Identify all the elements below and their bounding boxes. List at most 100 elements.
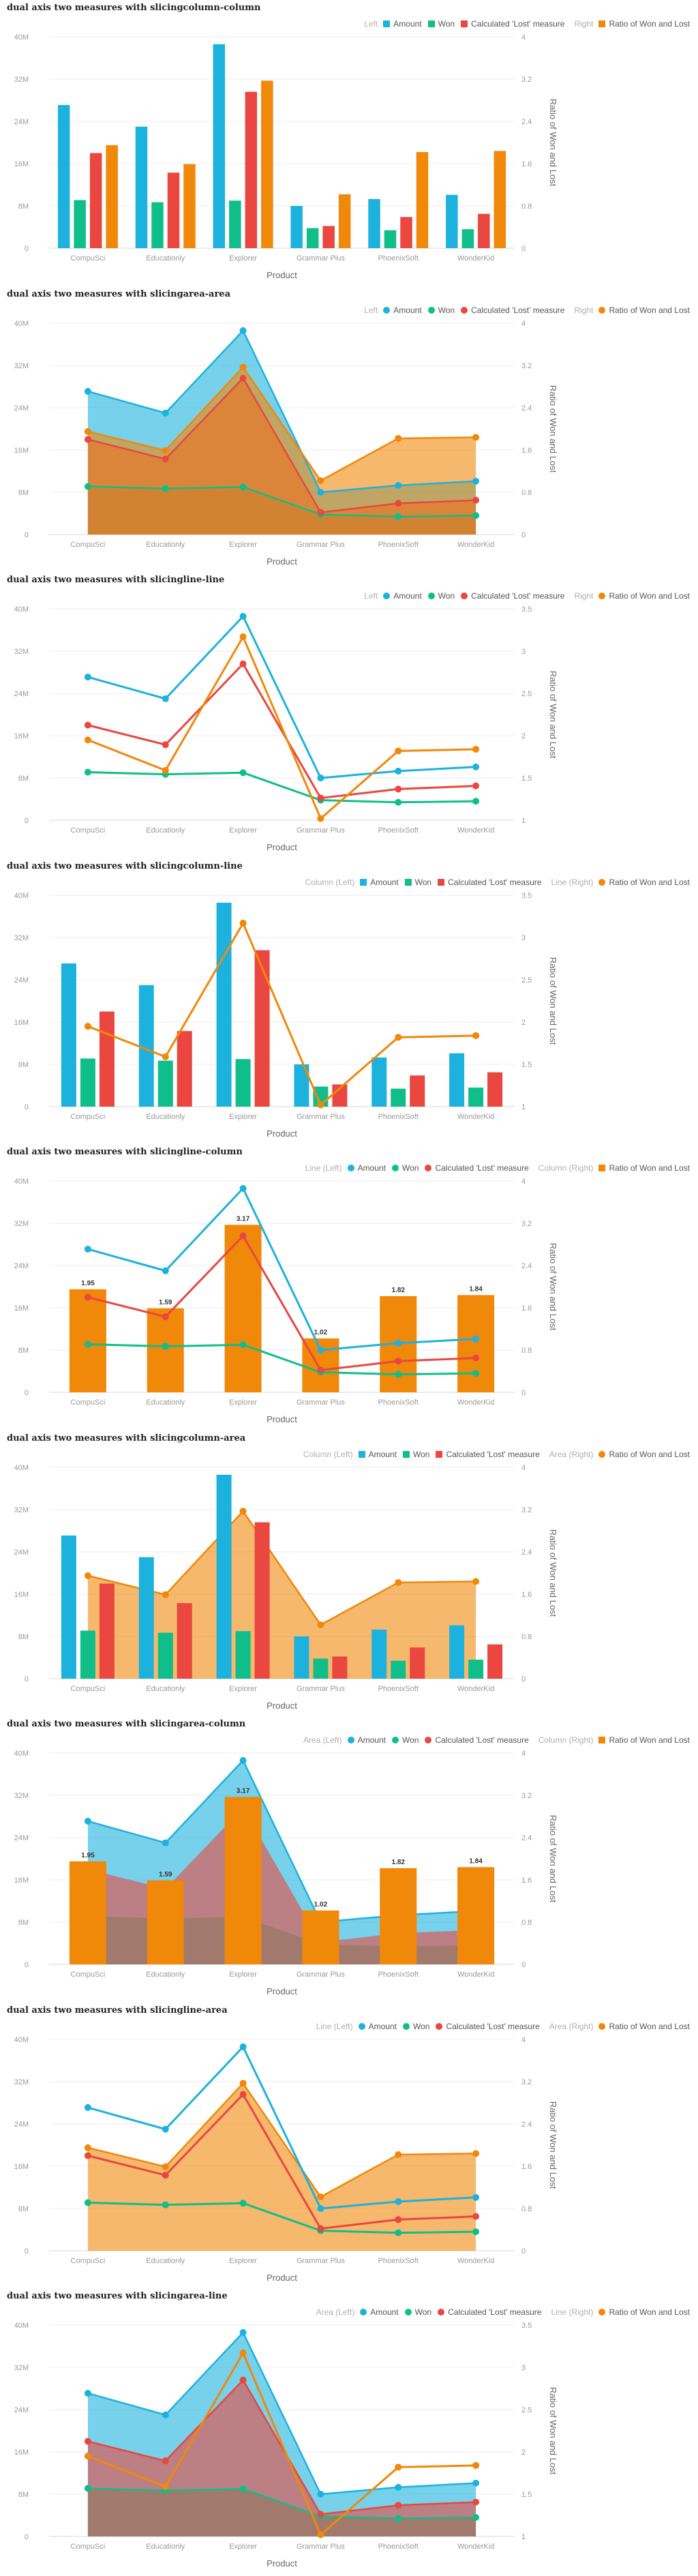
bar-amount[interactable] xyxy=(61,1535,76,1679)
bar-amount[interactable] xyxy=(213,44,226,248)
legend-item-amount[interactable]: Amount xyxy=(383,305,422,315)
line-ratio-of-won-and-lost[interactable] xyxy=(87,920,476,1107)
point-calculated-lost-measure[interactable] xyxy=(317,1366,324,1374)
point-calculated-lost-measure[interactable] xyxy=(317,794,324,802)
bar-amount[interactable] xyxy=(294,1064,309,1107)
legend-item-ratio-of-won-and-lost[interactable]: Ratio of Won and Lost xyxy=(598,2022,690,2031)
legend-item-won[interactable]: Won xyxy=(402,2022,429,2031)
bar-amount[interactable] xyxy=(294,1636,309,1679)
point-amount[interactable] xyxy=(317,2204,324,2212)
point-ratio-of-won-and-lost[interactable] xyxy=(162,1053,169,1060)
point-won[interactable] xyxy=(472,511,480,519)
point-ratio-of-won-and-lost[interactable] xyxy=(239,633,247,640)
legend-item-won[interactable]: Won xyxy=(427,591,455,601)
point-amount[interactable] xyxy=(317,775,324,781)
bar-won[interactable] xyxy=(235,1058,251,1107)
point-amount[interactable] xyxy=(162,2125,169,2133)
legend-item-ratio-of-won-and-lost[interactable]: Ratio of Won and Lost xyxy=(598,591,690,601)
point-won[interactable] xyxy=(395,2229,402,2236)
point-ratio-of-won-and-lost[interactable] xyxy=(317,2531,324,2538)
point-ratio-of-won-and-lost[interactable] xyxy=(395,434,402,442)
bar-won[interactable] xyxy=(461,229,474,248)
bar-won[interactable] xyxy=(391,1088,406,1107)
point-ratio-of-won-and-lost[interactable] xyxy=(239,2349,247,2356)
point-calculated-lost-measure[interactable] xyxy=(395,2502,402,2509)
line-ratio-of-won-and-lost[interactable] xyxy=(87,634,476,821)
point-calculated-lost-measure[interactable] xyxy=(239,1232,247,1240)
legend-item-calculated-lost-measure[interactable]: Calculated 'Lost' measure xyxy=(438,2307,541,2317)
bar-amount[interactable] xyxy=(368,198,380,248)
bar-won[interactable] xyxy=(151,202,164,248)
legend-item-won[interactable]: Won xyxy=(402,1450,429,1459)
point-ratio-of-won-and-lost[interactable] xyxy=(84,1572,91,1579)
legend-item-amount[interactable]: Amount xyxy=(360,2307,399,2317)
legend-item-ratio-of-won-and-lost[interactable]: Ratio of Won and Lost xyxy=(598,305,690,315)
point-calculated-lost-measure[interactable] xyxy=(84,1293,91,1301)
point-ratio-of-won-and-lost[interactable] xyxy=(239,363,247,370)
bar-won[interactable] xyxy=(235,1630,251,1679)
legend-item-ratio-of-won-and-lost[interactable]: Ratio of Won and Lost xyxy=(598,19,690,29)
point-won[interactable] xyxy=(239,1341,247,1349)
bar-ratio-of-won-and-lost[interactable] xyxy=(302,1910,339,1964)
line-won[interactable] xyxy=(87,2487,476,2519)
line-calculated-lost-measure[interactable] xyxy=(87,662,476,800)
bar-amount[interactable] xyxy=(371,1629,387,1679)
point-ratio-of-won-and-lost[interactable] xyxy=(472,2461,480,2469)
bar-calculated-lost-measure[interactable] xyxy=(89,153,102,249)
bar-ratio-of-won-and-lost[interactable] xyxy=(416,151,429,248)
line-ratio-of-won-and-lost[interactable] xyxy=(87,2081,476,2198)
legend-item-calculated-lost-measure[interactable]: Calculated 'Lost' measure xyxy=(461,591,564,601)
point-ratio-of-won-and-lost[interactable] xyxy=(472,1577,480,1585)
point-calculated-lost-measure[interactable] xyxy=(84,2152,91,2159)
point-ratio-of-won-and-lost[interactable] xyxy=(317,815,324,822)
point-ratio-of-won-and-lost[interactable] xyxy=(162,766,169,774)
point-won[interactable] xyxy=(395,1371,402,1378)
point-ratio-of-won-and-lost[interactable] xyxy=(472,745,480,753)
point-won[interactable] xyxy=(162,485,169,492)
legend-item-calculated-lost-measure[interactable]: Calculated 'Lost' measure xyxy=(436,2022,540,2031)
legend-item-won[interactable]: Won xyxy=(404,878,431,887)
line-won[interactable] xyxy=(87,485,476,518)
bar-calculated-lost-measure[interactable] xyxy=(478,213,490,248)
point-won[interactable] xyxy=(239,2199,247,2206)
point-ratio-of-won-and-lost[interactable] xyxy=(162,1591,169,1598)
legend-item-amount[interactable]: Amount xyxy=(358,2022,397,2031)
bar-calculated-lost-measure[interactable] xyxy=(410,1647,425,1679)
line-won[interactable] xyxy=(87,770,476,804)
bar-amount[interactable] xyxy=(138,985,154,1107)
point-amount[interactable] xyxy=(317,2491,324,2498)
point-calculated-lost-measure[interactable] xyxy=(239,660,247,668)
point-calculated-lost-measure[interactable] xyxy=(84,436,91,443)
bar-ratio-of-won-and-lost[interactable] xyxy=(457,1867,495,1964)
bar-amount[interactable] xyxy=(135,126,148,248)
bar-ratio-of-won-and-lost[interactable] xyxy=(69,1861,106,1964)
point-amount[interactable] xyxy=(395,481,402,489)
point-amount[interactable] xyxy=(84,2103,91,2111)
legend-item-ratio-of-won-and-lost[interactable]: Ratio of Won and Lost xyxy=(598,878,690,887)
point-calculated-lost-measure[interactable] xyxy=(162,455,169,462)
point-amount[interactable] xyxy=(395,1339,402,1347)
bar-ratio-of-won-and-lost[interactable] xyxy=(183,164,196,248)
line-ratio-of-won-and-lost[interactable] xyxy=(87,2350,476,2537)
point-ratio-of-won-and-lost[interactable] xyxy=(395,2463,402,2471)
point-won[interactable] xyxy=(162,2201,169,2208)
area-ratio-of-won-and-lost[interactable] xyxy=(87,366,476,535)
bar-amount[interactable] xyxy=(449,1053,465,1107)
point-won[interactable] xyxy=(395,2515,402,2522)
bar-won[interactable] xyxy=(391,1660,406,1679)
point-ratio-of-won-and-lost[interactable] xyxy=(239,2079,247,2086)
bar-amount[interactable] xyxy=(57,104,70,248)
point-ratio-of-won-and-lost[interactable] xyxy=(84,428,91,435)
legend-item-amount[interactable]: Amount xyxy=(347,1163,386,1173)
point-amount[interactable] xyxy=(162,409,169,417)
point-calculated-lost-measure[interactable] xyxy=(162,1313,169,1321)
line-ratio-of-won-and-lost[interactable] xyxy=(87,365,476,482)
point-ratio-of-won-and-lost[interactable] xyxy=(162,2163,169,2170)
bar-won[interactable] xyxy=(80,1630,95,1679)
bar-won[interactable] xyxy=(157,1060,173,1107)
point-ratio-of-won-and-lost[interactable] xyxy=(395,747,402,755)
line-amount[interactable] xyxy=(87,1186,476,1351)
area-ratio-of-won-and-lost[interactable] xyxy=(87,2082,476,2251)
legend-item-won[interactable]: Won xyxy=(391,1163,419,1173)
bar-calculated-lost-measure[interactable] xyxy=(167,173,180,248)
